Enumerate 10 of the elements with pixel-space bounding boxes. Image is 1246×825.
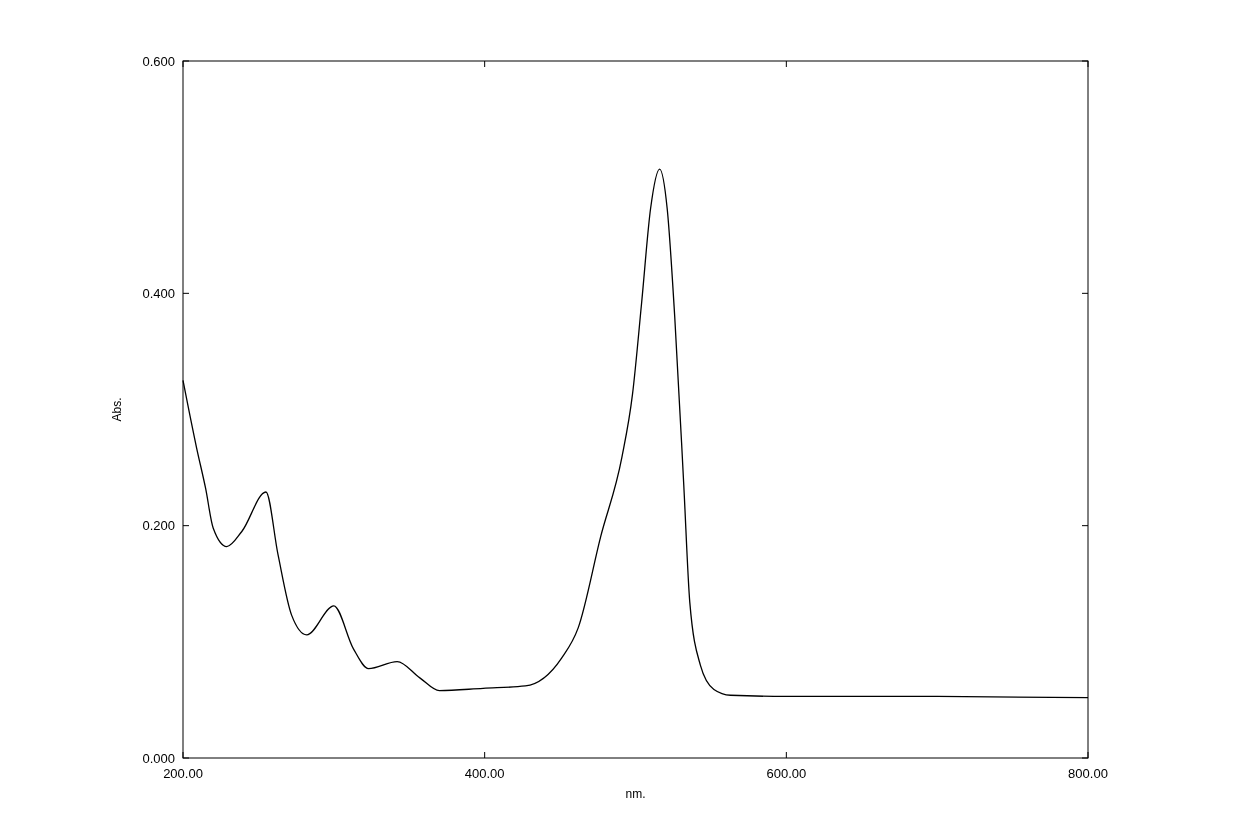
y-axis-title: Abs.	[110, 397, 124, 422]
x-tick-label: 600.00	[766, 766, 807, 781]
y-tick-label: 0.200	[142, 518, 175, 534]
y-tick-label: 0.600	[142, 53, 175, 69]
x-tick-label: 200.00	[163, 766, 203, 781]
x-axis-title: nm.	[625, 787, 646, 801]
x-tick-label: 400.00	[464, 766, 505, 781]
x-tick-label: 800.00	[1068, 766, 1108, 781]
y-tick-label: 0.000	[142, 750, 175, 766]
y-tick-label: 0.400	[142, 285, 175, 301]
